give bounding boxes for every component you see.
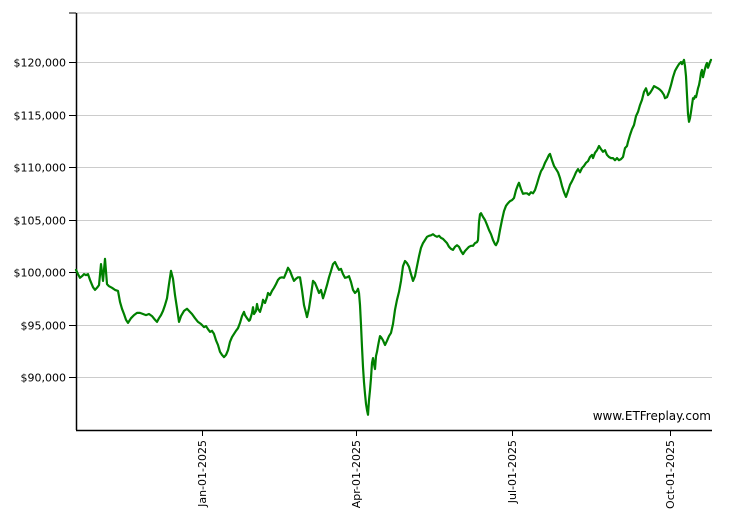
y-tick-label: $100,000 [14,267,67,280]
x-tick-label: Jan-01-2025 [196,440,209,508]
data-series [74,58,713,416]
axes [69,12,712,436]
y-tick-label: $120,000 [14,57,67,70]
x-tick-label: Oct-01-2025 [664,440,677,509]
gridlines [76,12,712,378]
series-line-portfolio-value-usd [74,58,713,416]
watermark: www.ETFreplay.com [593,409,711,423]
x-tick-label: Jul-01-2025 [506,440,519,504]
y-tick-label: $115,000 [14,110,67,123]
y-tick-label: $95,000 [21,320,67,333]
x-tick-label: Apr-01-2025 [350,440,363,508]
y-tick-label: $110,000 [14,162,67,175]
y-tick-label: $105,000 [14,215,67,228]
axis-labels: $90,000 $95,000 $100,000 $105,000 $110,000 $1… [14,57,678,509]
y-tick-label: $90,000 [21,372,67,385]
